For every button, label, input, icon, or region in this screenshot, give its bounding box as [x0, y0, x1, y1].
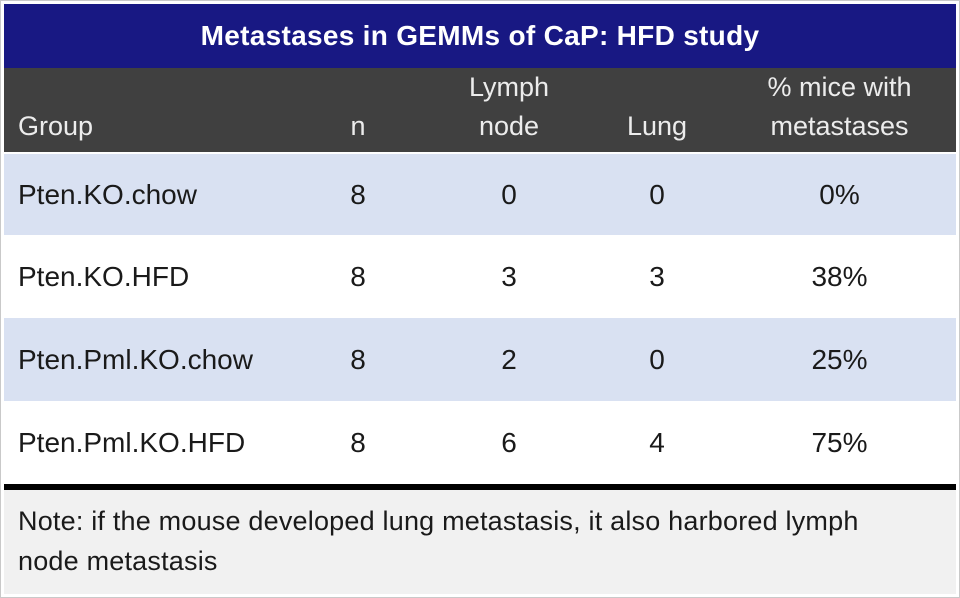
cell-n: 8 [350, 178, 366, 210]
table-row-pten-ko-chow: Pten.KO.chow 8 0 0 0% [4, 152, 956, 235]
cell-n: 8 [350, 343, 366, 375]
cell-group: Pten.KO.chow [18, 178, 197, 210]
col-header-group: Group [18, 111, 94, 142]
cell-lung: 4 [649, 426, 665, 458]
cell-lung: 0 [649, 178, 665, 210]
study-table: Metastases in GEMMs of CaP: HFD study Gr… [4, 4, 956, 594]
table-row-pten-pml-ko-chow: Pten.Pml.KO.chow 8 2 0 25% [4, 318, 956, 401]
header-row: Group n Lymph node Lung % mice with meta… [4, 68, 956, 152]
note-text: Note: if the mouse developed lung metast… [18, 506, 859, 576]
cell-group: Pten.Pml.KO.chow [18, 343, 253, 375]
col-header-lung: Lung [626, 111, 688, 142]
cell-pct-metastases: 25% [811, 343, 868, 375]
cell-lymph-node: 2 [501, 343, 517, 375]
col-header-n: n [350, 111, 366, 142]
cell-lymph-node: 6 [501, 426, 517, 458]
note-separator-line [4, 484, 956, 490]
cell-lymph-node: 0 [501, 178, 517, 210]
table-row-pten-ko-hfd: Pten.KO.HFD 8 3 3 38% [4, 235, 956, 318]
cell-n: 8 [350, 426, 366, 458]
cell-lymph-node: 3 [501, 260, 517, 292]
cell-pct-metastases: 75% [811, 426, 868, 458]
col-header-lymph-node: Lymph node [468, 72, 550, 142]
cell-group: Pten.Pml.KO.HFD [18, 426, 246, 458]
col-header-pct-metastases: % mice with metastases [767, 72, 912, 142]
table-title: Metastases in GEMMs of CaP: HFD study [200, 20, 760, 51]
cell-pct-metastases: 0% [819, 178, 860, 210]
cell-pct-metastases: 38% [811, 260, 868, 292]
table-row-pten-pml-ko-hfd: Pten.Pml.KO.HFD 8 6 4 75% [4, 401, 956, 484]
cell-lung: 3 [649, 260, 665, 292]
cell-n: 8 [350, 260, 366, 292]
title-bar: Metastases in GEMMs of CaP: HFD study [4, 4, 956, 68]
cell-group: Pten.KO.HFD [18, 260, 190, 292]
note-section: Note: if the mouse developed lung metast… [4, 490, 956, 594]
cell-lung: 0 [649, 343, 665, 375]
